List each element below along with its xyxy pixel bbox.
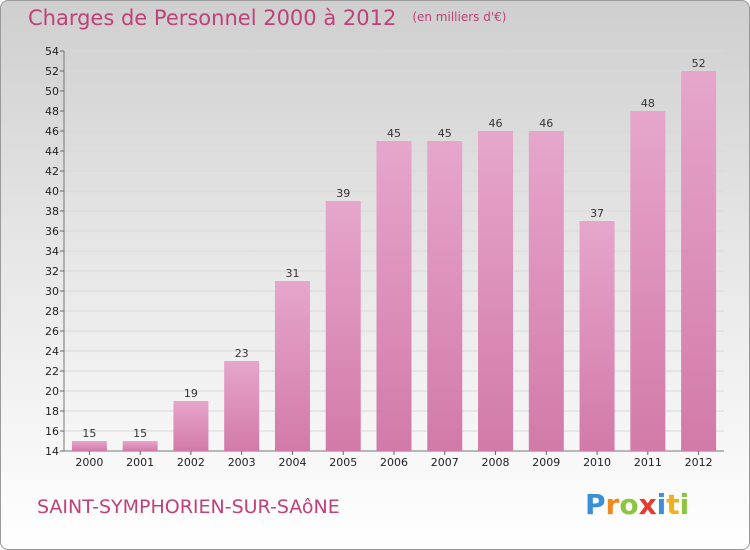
y-tick-label: 20 [45,385,59,398]
y-tick-label: 24 [45,345,59,358]
x-tick-label-2004: 2004 [278,456,306,469]
city-name: SAINT-SYMPHORIEN-SUR-SAôNE [37,496,340,518]
value-label-2005: 39 [336,187,350,200]
proxiti-logo: Proxiti [585,488,689,521]
x-tick-label-2002: 2002 [177,456,205,469]
bars [71,71,717,451]
y-tick-label: 42 [45,165,59,178]
y-tick-label: 54 [45,45,59,58]
bar-2009 [528,131,564,451]
value-label-2004: 31 [285,267,299,280]
logo-letter: x [638,488,657,521]
bar-2010 [579,221,615,451]
value-label-2010: 37 [590,207,604,220]
x-tick-label-2000: 2000 [75,456,103,469]
logo-letter: P [585,488,606,521]
bar-2005 [325,201,361,451]
x-tick-label-2005: 2005 [329,456,357,469]
y-tick-label: 30 [45,285,59,298]
bar-2012 [681,71,717,451]
bar-2006 [376,141,412,451]
y-tick-label: 40 [45,185,59,198]
value-label-2011: 48 [641,97,655,110]
x-tick-labels: 2000 2001 2002 2003 2004 2005 2006 2007 2008 2009… [75,451,713,469]
value-label-2001: 15 [133,427,147,440]
y-tick-label: 28 [45,305,59,318]
bar-2000 [71,441,107,451]
bar-2007 [427,141,463,451]
y-tick-label: 52 [45,65,59,78]
x-tick-label-2011: 2011 [634,456,662,469]
bar-2011 [630,111,666,451]
x-tick-label-2009: 2009 [532,456,560,469]
chart-title: Charges de Personnel 2000 à 2012 (en mill… [28,6,507,30]
bar-2004 [274,281,310,451]
y-tick-label: 26 [45,325,59,338]
bar-2002 [173,401,209,451]
value-label-2003: 23 [235,347,249,360]
value-label-2006: 45 [387,127,401,140]
y-tick-label: 50 [45,85,59,98]
bar-2003 [224,361,260,451]
x-tick-label-2010: 2010 [583,456,611,469]
logo-letter: i [656,488,667,521]
y-tick-label: 18 [45,405,59,418]
x-tick-label-2008: 2008 [482,456,510,469]
y-tick-label: 22 [45,365,59,378]
y-tick-label: 32 [45,265,59,278]
x-tick-label-2006: 2006 [380,456,408,469]
y-tick-label: 48 [45,105,59,118]
value-label-2002: 19 [184,387,198,400]
y-tick-label: 16 [45,425,59,438]
value-label-2007: 45 [438,127,452,140]
bar-2001 [122,441,158,451]
x-tick-label-2007: 2007 [431,456,459,469]
value-labels: 15 15 19 23 31 39 45 45 46 46 37 48 52 [82,57,705,440]
y-tick-labels: 14 16 18 20 22 24 26 28 30 32 34 36 38 40 42 44 46 48 50 52… [45,45,59,458]
x-tick-label-2003: 2003 [228,456,256,469]
y-tick-label: 46 [45,125,59,138]
logo-letter: t [666,488,680,521]
value-label-2009: 46 [539,117,553,130]
x-tick-label-2001: 2001 [126,456,154,469]
chart-subtitle: (en milliers d'€) [412,10,507,24]
y-tick-label: 38 [45,205,59,218]
y-tick-label: 44 [45,145,59,158]
logo-letter: o [619,488,639,521]
x-tick-label-2012: 2012 [685,456,713,469]
logo-letter: i [679,488,690,521]
value-label-2000: 15 [82,427,96,440]
y-tick-label: 34 [45,245,59,258]
value-label-2012: 52 [692,57,706,70]
value-label-2008: 46 [489,117,503,130]
logo-letter: r [605,488,620,521]
y-tick-label: 14 [45,445,59,458]
bar-2008 [478,131,514,451]
y-tick-label: 36 [45,225,59,238]
